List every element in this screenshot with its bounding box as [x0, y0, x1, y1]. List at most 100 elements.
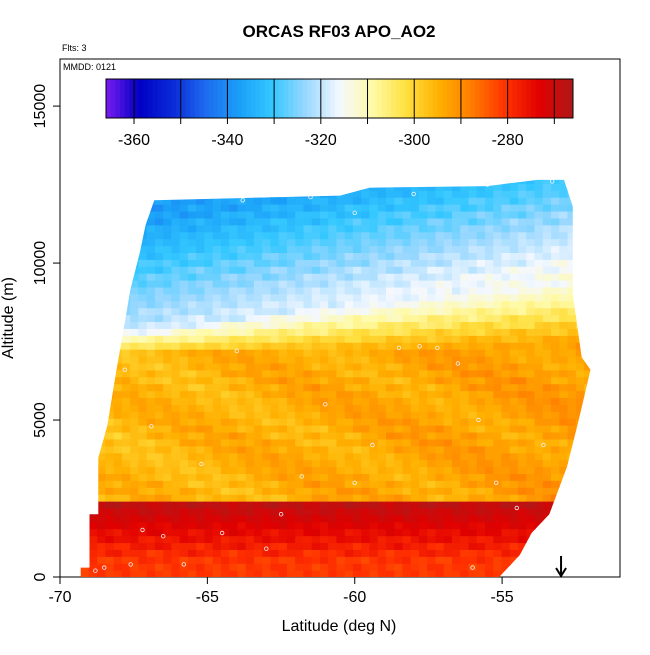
heatmap-cell [344, 411, 354, 419]
heatmap-cell [286, 238, 296, 247]
heatmap-cell [559, 210, 569, 219]
heatmap-cell [97, 293, 106, 302]
colorbar-segment [474, 79, 481, 118]
heatmap-cell [377, 390, 387, 399]
heatmap-cell [361, 425, 371, 433]
heatmap-cell [452, 231, 461, 240]
heatmap-cell [352, 245, 362, 253]
heatmap-cell [295, 494, 305, 502]
heatmap-cell [311, 507, 321, 516]
heatmap-cell [212, 231, 222, 240]
heatmap-cell [394, 563, 404, 571]
heatmap-cell [377, 418, 387, 426]
heatmap-cell [163, 411, 173, 419]
heatmap-cell [187, 266, 197, 274]
heatmap-cell [352, 335, 362, 343]
heatmap-cell [328, 563, 338, 571]
heatmap-cell [138, 179, 148, 184]
heatmap-cell [179, 190, 189, 198]
heatmap-cell [476, 397, 486, 405]
heatmap-cell [460, 487, 470, 495]
heatmap-cell [270, 217, 280, 226]
heatmap-cell [212, 445, 222, 454]
heatmap-cell [105, 217, 115, 226]
heatmap-cell [245, 390, 255, 399]
heatmap-cell [303, 501, 313, 509]
heatmap-cell [460, 480, 470, 488]
heatmap-cell [196, 197, 206, 205]
heatmap-cell [154, 528, 164, 537]
heatmap-cell [303, 570, 313, 577]
heatmap-cell [121, 293, 131, 302]
heatmap-cell [352, 466, 362, 474]
heatmap-cell [187, 183, 197, 191]
heatmap-cell [105, 383, 115, 392]
heatmap-cell [509, 563, 519, 571]
heatmap-cell [303, 210, 313, 219]
heatmap-cell [121, 266, 131, 274]
heatmap-cell [220, 521, 230, 530]
heatmap-cell [179, 197, 189, 205]
heatmap-cell [559, 266, 569, 274]
heatmap-cell [146, 501, 156, 509]
heatmap-cell [493, 556, 503, 564]
heatmap-cell [509, 556, 519, 564]
heatmap-cell [130, 266, 139, 274]
heatmap-cell [121, 466, 131, 474]
heatmap-cell [584, 293, 591, 302]
heatmap-cell [220, 549, 230, 557]
heatmap-cell [179, 514, 189, 523]
heatmap-cell [575, 335, 585, 343]
heatmap-cell [328, 355, 338, 364]
heatmap-cell [97, 183, 106, 191]
heatmap-cell [154, 179, 164, 184]
heatmap-cell [319, 556, 329, 564]
heatmap-cell [575, 183, 585, 191]
heatmap-cell [311, 549, 321, 557]
heatmap-cell [361, 179, 371, 184]
heatmap-cell [452, 314, 461, 323]
heatmap-cell [154, 383, 164, 392]
heatmap-cell [212, 293, 222, 302]
heatmap-cell [584, 314, 591, 323]
heatmap-cell [435, 431, 445, 440]
heatmap-cell [130, 179, 139, 184]
heatmap-cell [303, 328, 313, 336]
heatmap-cell [80, 183, 90, 191]
heatmap-cell [245, 480, 255, 488]
heatmap-cell [575, 238, 585, 247]
heatmap-cell [138, 266, 148, 274]
heatmap-cell [212, 259, 222, 267]
heatmap-cell [270, 273, 280, 281]
heatmap-cell [468, 197, 478, 205]
heatmap-cell [270, 438, 280, 447]
heatmap-cell [435, 528, 445, 537]
heatmap-cell [212, 411, 222, 419]
heatmap-cell [97, 431, 106, 440]
heatmap-cell [171, 542, 181, 550]
heatmap-cell [278, 411, 288, 419]
heatmap-cell [443, 190, 453, 198]
heatmap-cell [452, 321, 461, 329]
heatmap-cell [113, 376, 123, 385]
heatmap-cell [80, 528, 90, 537]
heatmap-cell [476, 459, 486, 468]
heatmap-cell [270, 355, 280, 364]
heatmap-cell [253, 521, 263, 530]
heatmap-cell [328, 480, 338, 488]
heatmap-cell [278, 342, 288, 350]
heatmap-cell [97, 307, 106, 316]
heatmap-cell [385, 549, 395, 557]
heatmap-cell [171, 321, 181, 329]
heatmap-cell [163, 179, 173, 184]
heatmap-cell [427, 273, 437, 281]
heatmap-cell [204, 179, 214, 184]
heatmap-cell [328, 445, 338, 454]
heatmap-cell [138, 556, 148, 564]
heatmap-cell [113, 238, 123, 247]
heatmap-cell [229, 411, 239, 419]
heatmap-cell [286, 397, 296, 405]
heatmap-cell [278, 328, 288, 336]
heatmap-cell [493, 321, 503, 329]
heatmap-cell [253, 259, 263, 267]
